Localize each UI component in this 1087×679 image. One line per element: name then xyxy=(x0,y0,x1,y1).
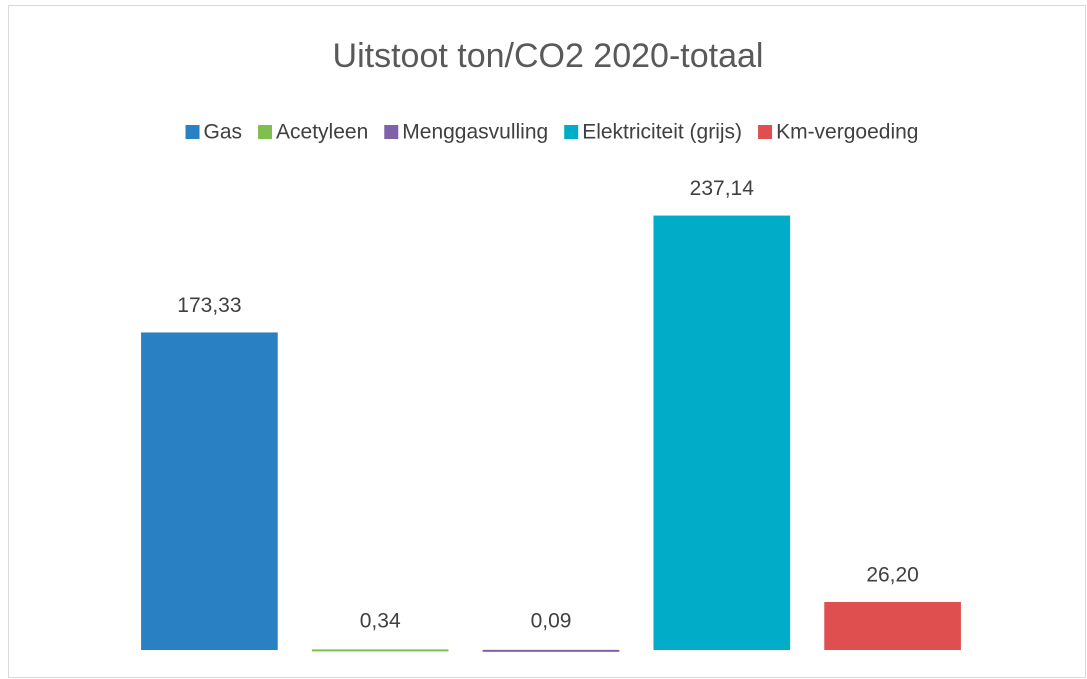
data-label: 0,09 xyxy=(531,610,572,633)
legend-label: Elektriciteit (grijs) xyxy=(582,121,742,144)
bar xyxy=(653,215,791,651)
legend-swatch xyxy=(384,125,399,139)
legend-swatch xyxy=(185,125,200,139)
legend-label: Menggasvulling xyxy=(402,121,548,144)
bar xyxy=(311,649,449,652)
legend-swatch xyxy=(564,125,579,139)
chart-title: Uitstoot ton/CO2 2020-totaal xyxy=(333,37,764,75)
bar xyxy=(824,602,961,650)
legend-label: Gas xyxy=(204,121,243,144)
legend-swatch xyxy=(258,125,273,139)
data-label: 0,34 xyxy=(360,610,401,633)
legend-label: Acetyleen xyxy=(276,121,368,144)
data-label: 237,14 xyxy=(690,177,755,200)
legend-label: Km-vergoeding xyxy=(776,121,918,144)
bar xyxy=(482,649,620,652)
legend-swatch xyxy=(758,125,773,139)
bar xyxy=(141,332,278,650)
data-label: 173,33 xyxy=(177,294,241,317)
data-label: 26,20 xyxy=(866,564,919,587)
